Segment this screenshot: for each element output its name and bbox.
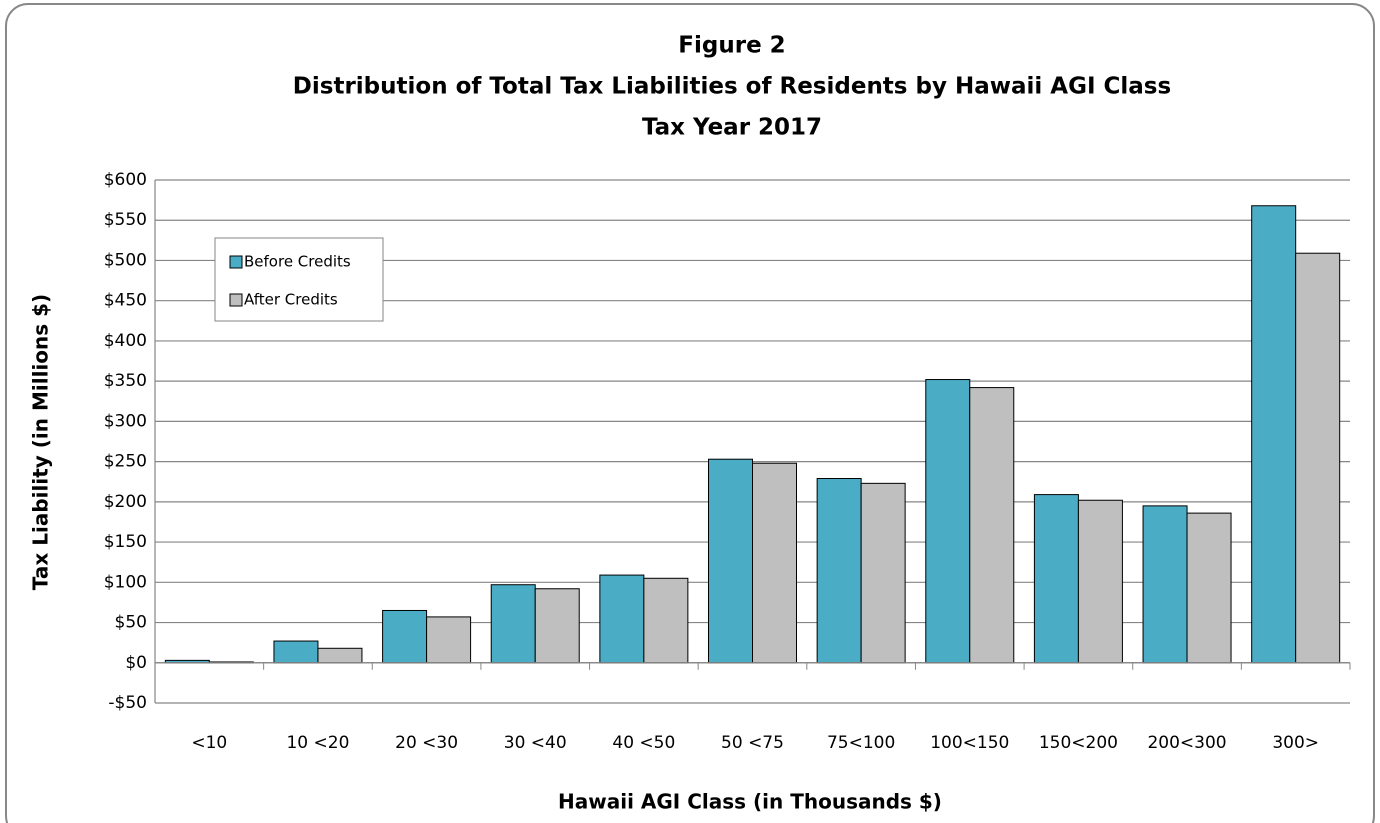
bar [969, 387, 1015, 664]
y-tick-label: $250 [104, 452, 147, 472]
x-tick-label: <10 [191, 733, 227, 753]
y-tick-label: $0 [125, 653, 147, 673]
y-tick-label: $50 [115, 613, 147, 633]
chart-title: Figure 2 [678, 33, 785, 59]
bar [1033, 494, 1079, 664]
bar [599, 574, 645, 664]
x-axis-label: Hawaii AGI Class (in Thousands $) [558, 790, 942, 814]
bar [490, 584, 536, 664]
y-tick-label: $450 [104, 291, 147, 311]
bar [382, 609, 428, 664]
y-tick-label: $400 [104, 331, 147, 351]
y-tick-label: $500 [104, 250, 147, 270]
y-tick-label: $150 [104, 532, 147, 552]
x-tick-label: 300> [1272, 733, 1319, 753]
x-tick-label: 10 <20 [286, 733, 349, 753]
bar [1186, 512, 1232, 664]
bar [1251, 205, 1297, 664]
y-tick-label: $100 [104, 572, 147, 592]
x-tick-label: 100<150 [930, 733, 1009, 753]
legend-swatch [229, 293, 243, 307]
bar [1142, 505, 1188, 664]
y-tick-label: $300 [104, 411, 147, 431]
x-tick-label: 20 <30 [395, 733, 458, 753]
legend-label: After Credits [244, 291, 338, 309]
chart-title: Tax Year 2017 [642, 115, 822, 141]
legend-swatch [229, 255, 243, 269]
bar [925, 379, 971, 664]
y-tick-label: $600 [104, 170, 147, 190]
bar [317, 647, 363, 664]
x-tick-label: 75<100 [827, 733, 895, 753]
bar [1295, 252, 1341, 664]
frame [5, 3, 1375, 823]
bar [708, 458, 753, 664]
bar [1077, 499, 1123, 664]
bar [816, 478, 862, 664]
y-tick-label: $550 [104, 210, 147, 230]
bar [643, 577, 689, 664]
x-tick-label: 50 <75 [721, 733, 784, 753]
x-tick-label: 200<300 [1147, 733, 1226, 753]
x-tick-label: 30 <40 [504, 733, 567, 753]
bar [273, 640, 319, 664]
y-axis-label: Tax Liability (in Millions $) [29, 294, 53, 590]
chart-title: Distribution of Total Tax Liabilities of… [293, 74, 1171, 100]
bar [534, 588, 580, 664]
x-tick-label: 150<200 [1039, 733, 1118, 753]
legend-box [214, 237, 384, 322]
legend-label: Before Credits [244, 253, 351, 271]
y-tick-label: -$50 [108, 693, 147, 713]
bar [860, 482, 906, 664]
bar [752, 462, 797, 664]
bar [426, 616, 472, 664]
y-tick-label: $350 [104, 371, 147, 391]
y-tick-label: $200 [104, 492, 147, 512]
x-tick-label: 40 <50 [612, 733, 675, 753]
